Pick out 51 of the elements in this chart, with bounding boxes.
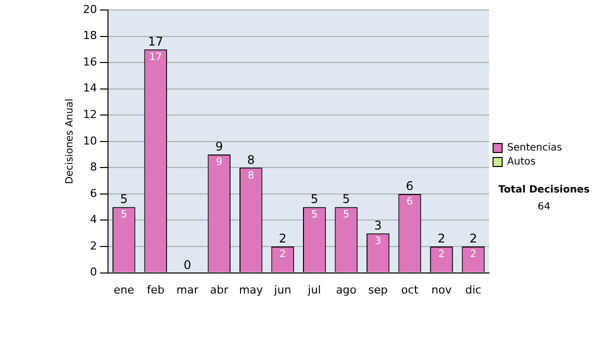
y-tick-label: 16 <box>82 55 97 68</box>
x-tick-label: nov <box>431 283 452 296</box>
total-label: 3 <box>374 218 382 233</box>
x-tick-label: jun <box>273 283 292 296</box>
y-tick-label: 4 <box>90 213 97 226</box>
total-label: 6 <box>406 179 414 194</box>
y-tick-label: 2 <box>90 239 97 252</box>
total-label: 9 <box>215 140 223 154</box>
total-label: 0 <box>184 258 192 272</box>
data-label: 2 <box>470 249 476 260</box>
x-tick-label: oct <box>401 283 419 296</box>
y-tick-label: 20 <box>82 2 97 16</box>
x-tick-label: feb <box>146 283 164 296</box>
text: Total Decisiones <box>498 184 590 196</box>
y-tick-label: 14 <box>82 82 97 95</box>
total-label: 17 <box>148 34 164 49</box>
text: 64 <box>538 202 550 213</box>
data-label: 9 <box>216 157 222 168</box>
y-tick-label: 6 <box>90 186 97 200</box>
data-label: 5 <box>120 210 128 221</box>
total-label: 2 <box>469 232 478 246</box>
y-tick-label: 10 <box>82 134 97 148</box>
total-label: 2 <box>278 232 287 246</box>
x-tick-label: ene <box>114 283 134 296</box>
x-tick-label: jul <box>306 283 321 296</box>
legend-label: Sentencias <box>507 142 562 154</box>
total-label: 5 <box>120 192 128 206</box>
legend-label: Autos <box>507 156 536 168</box>
y-tick-label: 8 <box>90 160 97 174</box>
data-label: 2 <box>280 249 286 260</box>
y-tick-label: 0 <box>90 266 97 279</box>
x-tick-label: dic <box>465 283 482 296</box>
data-label: 5 <box>311 210 318 221</box>
data-label: 8 <box>248 170 254 182</box>
data-label: 3 <box>374 236 382 247</box>
x-tick-label: abr <box>210 283 229 296</box>
y-tick-label: 12 <box>82 108 97 121</box>
total-label: 5 <box>310 192 318 206</box>
data-label: 5 <box>343 210 350 221</box>
x-tick-label: sep <box>368 283 388 296</box>
total-label: 2 <box>438 232 446 246</box>
y-tick-label: 18 <box>82 29 97 42</box>
x-tick-label: mar <box>176 283 199 296</box>
total-label: 5 <box>342 192 350 206</box>
y-axis-title: Decisiones Anual <box>64 98 76 184</box>
total-label: 8 <box>247 152 255 167</box>
data-label: 2 <box>438 249 445 260</box>
data-label: 17 <box>149 52 162 64</box>
x-tick-label: may <box>238 283 264 296</box>
x-tick-label: ago <box>336 283 357 296</box>
data-label: 6 <box>406 196 413 208</box>
